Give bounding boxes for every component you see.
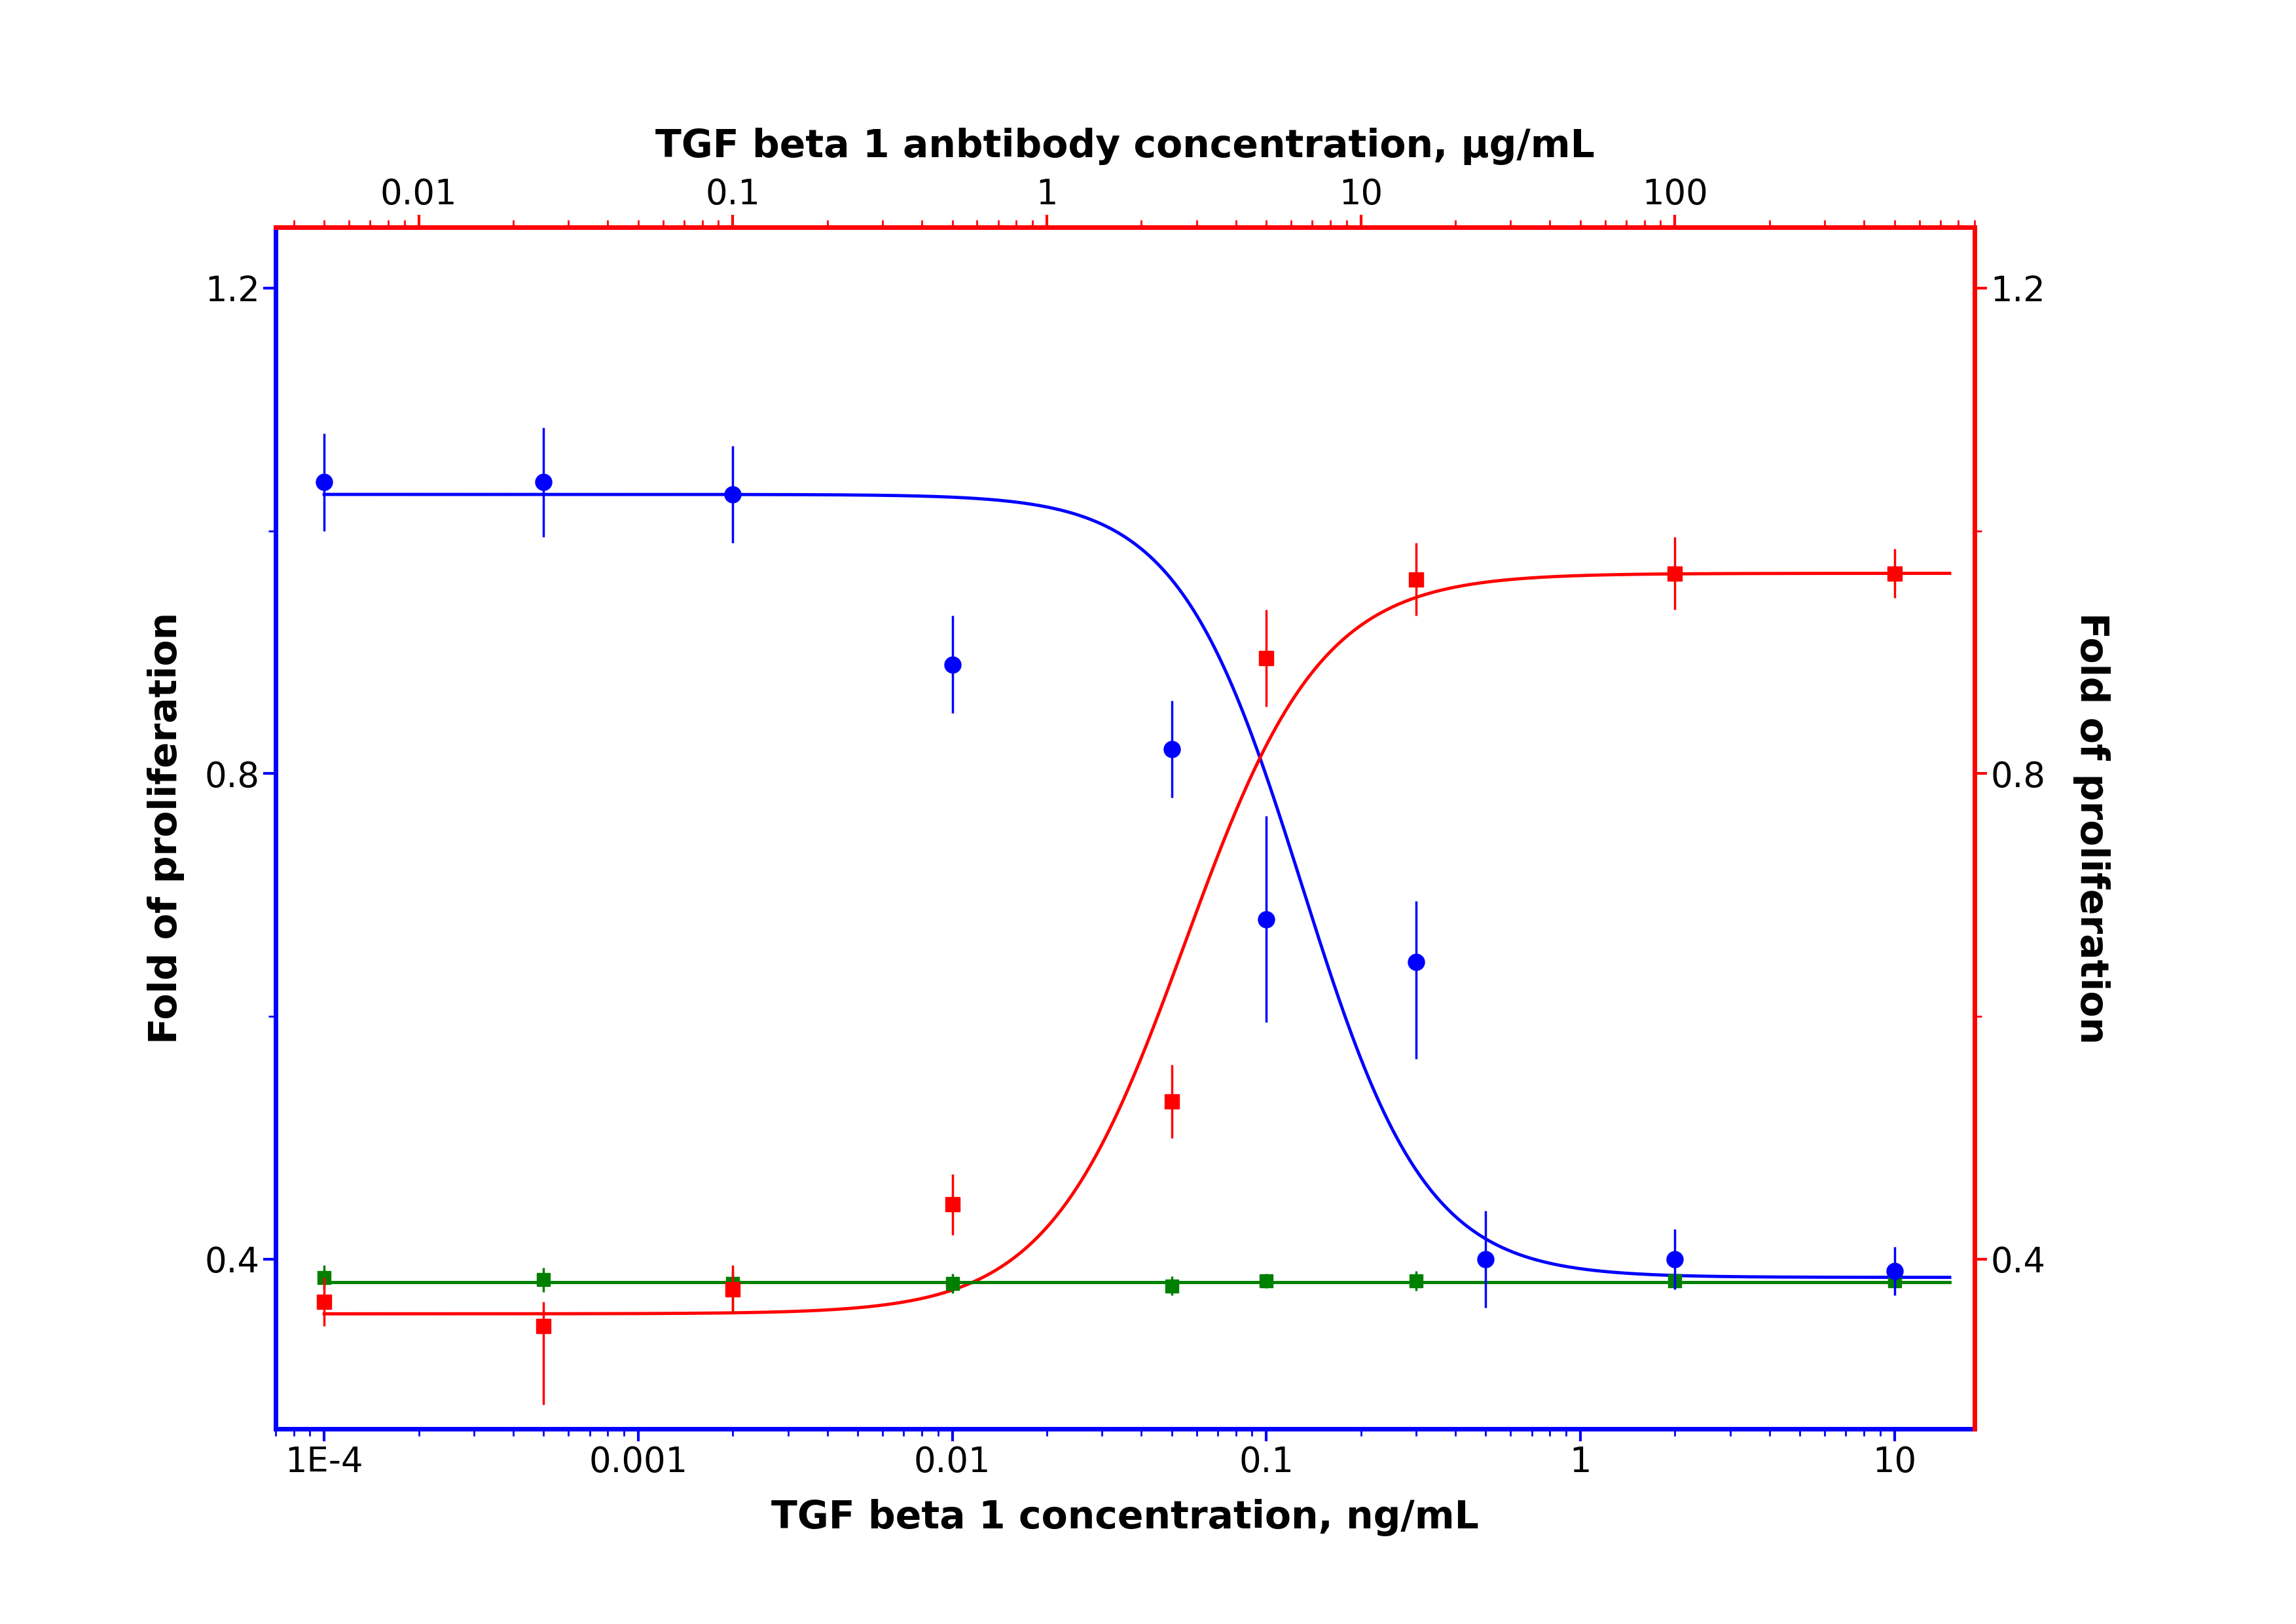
X-axis label: TGF beta 1 concentration, ng/mL: TGF beta 1 concentration, ng/mL	[771, 1499, 1479, 1536]
Y-axis label: Fold of proliferation: Fold of proliferation	[2073, 612, 2110, 1044]
X-axis label: TGF beta 1 anbtibody concentration, μg/mL: TGF beta 1 anbtibody concentration, μg/m…	[654, 128, 1596, 166]
Y-axis label: Fold of proliferation: Fold of proliferation	[147, 612, 184, 1044]
